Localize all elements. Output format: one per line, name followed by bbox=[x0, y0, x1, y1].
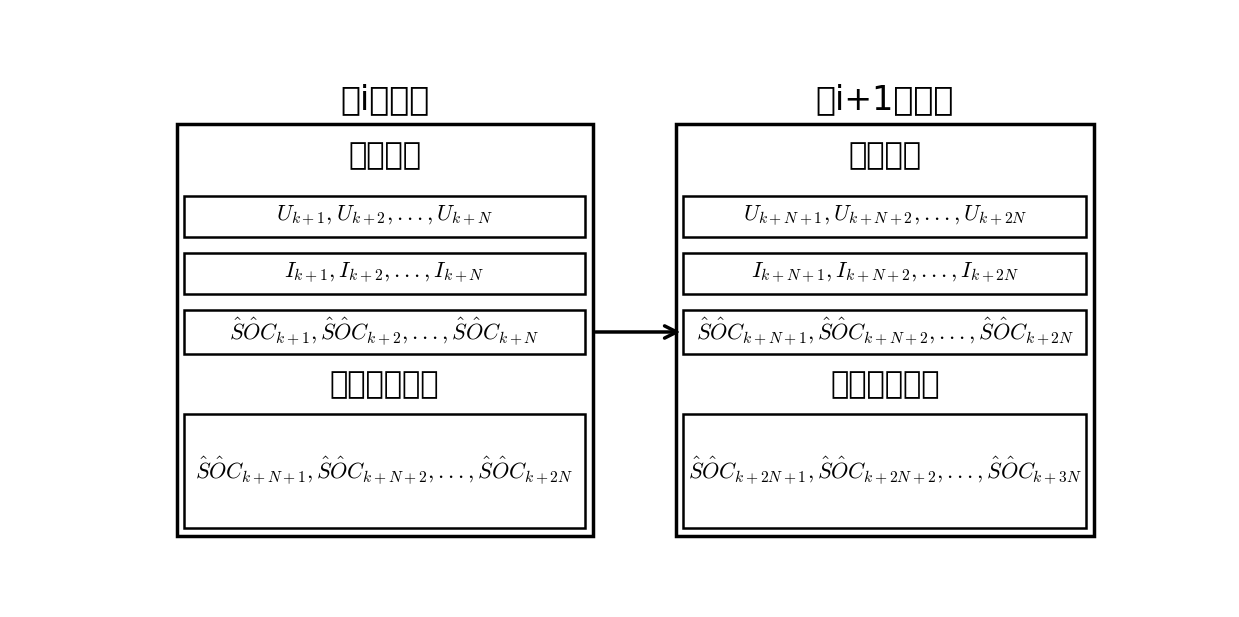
Text: $\hat{S}\hat{O}C_{k+N+1},\hat{S}\hat{O}C_{k+N+2},...,\hat{S}\hat{O}C_{k+2N}$: $\hat{S}\hat{O}C_{k+N+1},\hat{S}\hat{O}C… bbox=[695, 316, 1074, 348]
Text: $\hat{S}\hat{O}C_{k+2N+1},\hat{S}\hat{O}C_{k+2N+2},...,\hat{S}\hat{O}C_{k+3N}$: $\hat{S}\hat{O}C_{k+2N+1},\hat{S}\hat{O}… bbox=[688, 455, 1082, 487]
Text: $\hat{S}\hat{O}C_{k+1},\hat{S}\hat{O}C_{k+2},...,\hat{S}\hat{O}C_{k+N}$: $\hat{S}\hat{O}C_{k+1},\hat{S}\hat{O}C_{… bbox=[229, 316, 540, 348]
Bar bbox=[185, 253, 585, 294]
Bar bbox=[177, 124, 592, 536]
Text: $I_{k+1},I_{k+2},...,I_{k+N}$: $I_{k+1},I_{k+2},...,I_{k+N}$ bbox=[285, 261, 484, 286]
Text: 训练样本: 训练样本 bbox=[849, 141, 922, 170]
Bar bbox=[675, 124, 1094, 536]
Text: $\hat{S}\hat{O}C_{k+N+1},\hat{S}\hat{O}C_{k+N+2},...,\hat{S}\hat{O}C_{k+2N}$: $\hat{S}\hat{O}C_{k+N+1},\hat{S}\hat{O}C… bbox=[196, 455, 574, 487]
Bar bbox=[185, 310, 585, 354]
Text: $I_{k+N+1},I_{k+N+2},...,I_{k+2N}$: $I_{k+N+1},I_{k+N+2},...,I_{k+2N}$ bbox=[751, 261, 1020, 286]
Bar bbox=[684, 253, 1087, 294]
Bar bbox=[185, 415, 585, 528]
Bar bbox=[684, 196, 1087, 238]
Text: $U_{k+N+1},U_{k+N+2},...,U_{k+2N}$: $U_{k+N+1},U_{k+N+2},...,U_{k+2N}$ bbox=[742, 204, 1027, 229]
Bar bbox=[684, 415, 1087, 528]
Text: 第i个窗口: 第i个窗口 bbox=[339, 83, 429, 116]
Text: 训练样本: 训练样本 bbox=[348, 141, 421, 170]
Text: 荷电状态估计: 荷电状态估计 bbox=[330, 370, 440, 399]
Text: 荷电状态估计: 荷电状态估计 bbox=[830, 370, 939, 399]
Text: 第i+1个窗口: 第i+1个窗口 bbox=[815, 83, 954, 116]
Bar bbox=[185, 196, 585, 238]
Text: $U_{k+1},U_{k+2},...,U_{k+N}$: $U_{k+1},U_{k+2},...,U_{k+N}$ bbox=[276, 204, 493, 229]
Bar bbox=[684, 310, 1087, 354]
